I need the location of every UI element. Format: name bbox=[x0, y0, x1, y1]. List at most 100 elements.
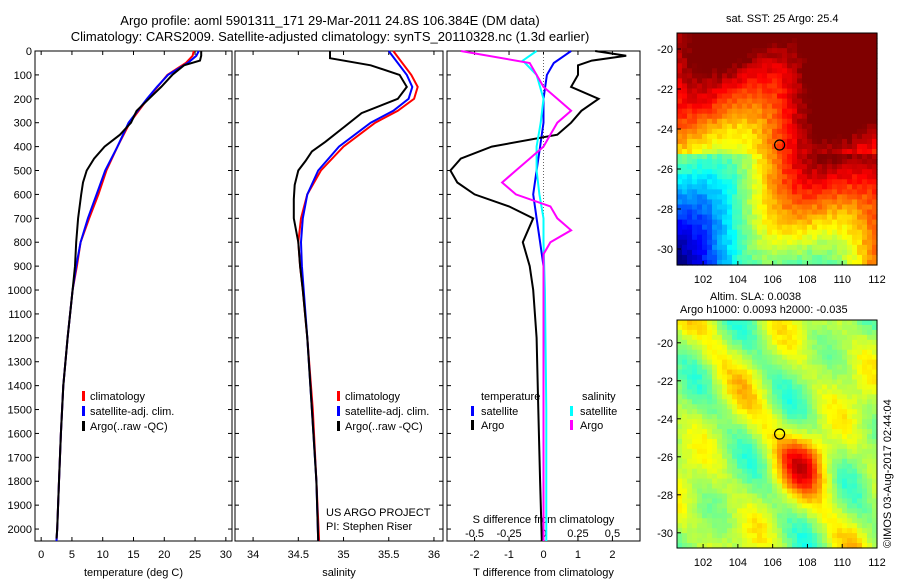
map-cell bbox=[712, 204, 718, 211]
map-cell bbox=[767, 468, 773, 475]
map-cell bbox=[822, 443, 828, 450]
map-cell bbox=[697, 394, 703, 400]
map-cell bbox=[797, 369, 803, 376]
map-cell bbox=[762, 254, 768, 261]
map-cell bbox=[797, 443, 803, 450]
map-cell bbox=[747, 394, 753, 400]
map-cell bbox=[837, 128, 843, 135]
map-cell bbox=[822, 164, 828, 170]
map-cell bbox=[747, 379, 753, 386]
map-cell bbox=[857, 518, 863, 524]
map-cell bbox=[822, 113, 828, 120]
map-cell bbox=[712, 434, 718, 440]
map-cell bbox=[792, 159, 798, 165]
map-cell bbox=[747, 438, 753, 445]
map-cell bbox=[842, 154, 848, 160]
map-cell bbox=[802, 463, 808, 470]
map-cell bbox=[802, 149, 808, 155]
map-cell bbox=[867, 48, 873, 54]
map-cell bbox=[767, 219, 773, 226]
map-cell bbox=[677, 103, 683, 110]
map-cell bbox=[712, 404, 718, 410]
map-cell bbox=[762, 154, 768, 160]
map-cell bbox=[707, 224, 713, 231]
map-cell bbox=[772, 498, 778, 504]
map-cell bbox=[737, 83, 743, 90]
series-line-satellite-adj-clim- bbox=[55, 50, 200, 542]
map-cell bbox=[767, 128, 773, 135]
map-cell bbox=[712, 320, 718, 326]
map-cell bbox=[687, 448, 693, 455]
map-cell bbox=[777, 438, 783, 445]
map-cell bbox=[742, 389, 748, 395]
map-cell bbox=[817, 374, 823, 381]
map-cell bbox=[712, 523, 718, 529]
map-cell bbox=[837, 488, 843, 495]
map-cell bbox=[797, 349, 803, 356]
map-cell bbox=[817, 184, 823, 190]
map-cell bbox=[762, 478, 768, 485]
map-y-tick-label: -30 bbox=[657, 244, 673, 256]
map-cell bbox=[847, 48, 853, 54]
map-cell bbox=[702, 404, 708, 410]
map-cell bbox=[797, 244, 803, 251]
map-cell bbox=[767, 68, 773, 74]
map-cell bbox=[742, 98, 748, 105]
map-cell bbox=[687, 374, 693, 381]
map-cell bbox=[757, 448, 763, 455]
map-cell bbox=[692, 364, 698, 371]
map-cell bbox=[852, 384, 858, 390]
map-cell bbox=[792, 523, 798, 529]
map-cell bbox=[837, 93, 843, 100]
map-cell bbox=[682, 179, 688, 185]
map-cell bbox=[867, 103, 873, 110]
map-cell bbox=[792, 38, 798, 44]
map-cell bbox=[832, 219, 838, 226]
map-cell bbox=[792, 53, 798, 59]
map-cell bbox=[742, 538, 748, 544]
map-cell bbox=[772, 179, 778, 185]
map-cell bbox=[687, 493, 693, 500]
map-cell bbox=[737, 473, 743, 480]
map-cell bbox=[787, 518, 793, 524]
map-cell bbox=[872, 108, 878, 115]
map-cell bbox=[802, 63, 808, 69]
map-cell bbox=[742, 103, 748, 110]
map-cell bbox=[752, 68, 758, 74]
map-cell bbox=[812, 149, 818, 155]
map-cell bbox=[827, 513, 833, 519]
map-cell bbox=[847, 404, 853, 410]
map-cell bbox=[847, 143, 853, 150]
map-cell bbox=[767, 234, 773, 241]
map-cell bbox=[737, 513, 743, 519]
map-cell bbox=[862, 154, 868, 160]
map-cell bbox=[872, 38, 878, 44]
map-cell bbox=[787, 214, 793, 221]
map-cell bbox=[687, 234, 693, 241]
map-cell bbox=[702, 354, 708, 361]
map-cell bbox=[832, 244, 838, 251]
map-cell bbox=[847, 113, 853, 120]
map-cell bbox=[827, 339, 833, 346]
map-cell bbox=[752, 83, 758, 90]
map-cell bbox=[842, 68, 848, 74]
map-cell bbox=[702, 434, 708, 440]
map-cell bbox=[732, 419, 738, 425]
map-cell bbox=[702, 349, 708, 356]
map-cell bbox=[847, 189, 853, 195]
map-cell bbox=[862, 43, 868, 49]
map-cell bbox=[782, 123, 788, 130]
map-cell bbox=[677, 184, 683, 190]
map-cell bbox=[862, 453, 868, 460]
map-cell bbox=[862, 209, 868, 216]
map-cell bbox=[737, 538, 743, 544]
map-cell bbox=[872, 149, 878, 155]
map-cell bbox=[737, 463, 743, 470]
map-cell bbox=[777, 108, 783, 115]
map-cell bbox=[797, 234, 803, 241]
map-cell bbox=[782, 473, 788, 480]
map-cell bbox=[687, 483, 693, 490]
map-cell bbox=[812, 184, 818, 190]
map-cell bbox=[767, 389, 773, 395]
map-cell bbox=[687, 149, 693, 155]
